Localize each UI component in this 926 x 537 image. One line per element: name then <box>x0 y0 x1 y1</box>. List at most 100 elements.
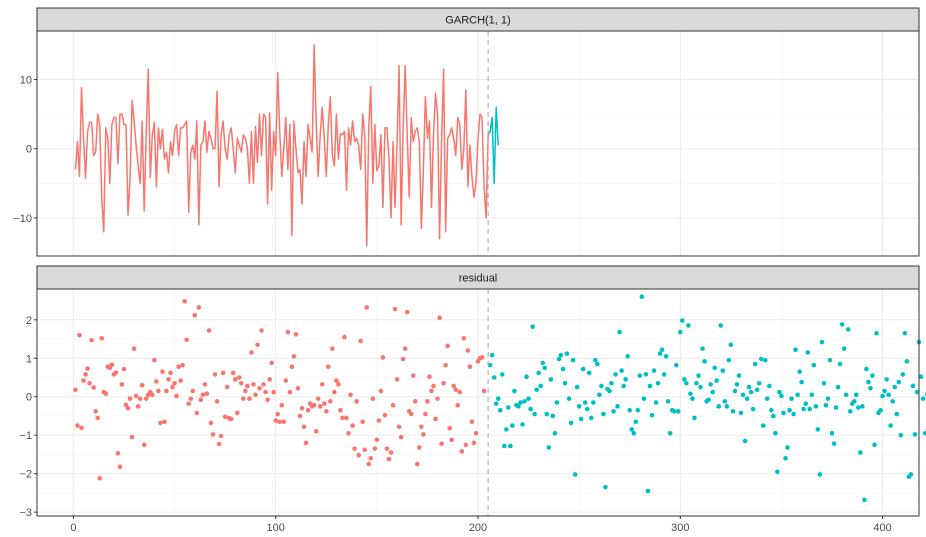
residual-point <box>206 328 212 333</box>
panel-garch-y-axis: −10 0 10 <box>13 74 37 225</box>
residual-point <box>479 355 485 360</box>
residual-point <box>202 382 208 387</box>
residual-point <box>805 350 811 355</box>
residual-point <box>827 357 833 363</box>
residual-point <box>253 392 258 398</box>
residual-point <box>73 387 78 393</box>
residual-point <box>682 377 687 382</box>
residual-point <box>811 362 817 368</box>
residual-point <box>402 346 408 351</box>
residual-point <box>825 396 831 401</box>
residual-point <box>463 442 469 448</box>
residual-point <box>410 373 416 378</box>
residual-point <box>81 378 86 383</box>
residual-point <box>127 396 133 401</box>
residual-point <box>166 377 171 382</box>
residual-point <box>218 433 224 439</box>
y-tick-label: 2 <box>26 315 32 327</box>
residual-point <box>121 366 127 372</box>
residual-point <box>595 361 600 367</box>
residual-point <box>338 407 343 413</box>
residual-point <box>328 399 333 404</box>
residual-point <box>352 446 357 451</box>
residual-point <box>435 396 440 401</box>
residual-point <box>141 442 147 448</box>
residual-point <box>684 380 689 386</box>
residual-point <box>898 432 904 438</box>
residual-point <box>570 357 576 363</box>
residual-point <box>241 396 246 401</box>
residual-point <box>722 399 728 404</box>
residual-point <box>726 357 732 363</box>
residual-point <box>224 384 230 390</box>
residual-point <box>762 357 768 363</box>
residual-point <box>564 351 570 356</box>
residual-point <box>491 375 497 380</box>
y-tick-label: −2 <box>19 469 32 481</box>
residual-point <box>487 362 493 368</box>
residual-point <box>872 442 877 448</box>
residual-point <box>342 334 347 340</box>
residual-point <box>730 409 736 414</box>
residual-point <box>720 368 726 373</box>
residual-point <box>526 396 531 401</box>
residual-point <box>633 419 639 425</box>
residual-point <box>364 305 370 310</box>
residual-point <box>746 384 752 390</box>
residual-point <box>259 328 264 333</box>
residual-point <box>445 343 450 349</box>
residual-point <box>232 377 238 382</box>
residual-point <box>922 430 926 436</box>
panel-garch-grid <box>37 31 919 256</box>
residual-point <box>295 385 301 391</box>
residual-point <box>572 472 578 477</box>
residual-point <box>692 415 697 421</box>
residual-point <box>508 443 513 449</box>
residual-point <box>750 406 756 412</box>
residual-point <box>920 396 926 401</box>
residual-point <box>593 357 598 363</box>
residual-point <box>908 472 914 477</box>
residual-point <box>404 309 410 315</box>
residual-point <box>376 418 382 423</box>
residual-point <box>499 372 505 377</box>
residual-point <box>882 388 887 394</box>
residual-point <box>833 405 839 410</box>
residual-point <box>234 410 240 416</box>
y-tick-label: −3 <box>19 507 32 519</box>
residual-point <box>712 365 717 371</box>
residual-point <box>297 413 303 419</box>
residual-point <box>164 388 169 394</box>
residual-point <box>578 416 584 422</box>
residual-point <box>459 449 465 454</box>
residual-point <box>457 389 463 395</box>
residual-point <box>680 318 685 323</box>
residual-point <box>228 416 234 422</box>
residual-point <box>251 382 256 387</box>
residual-point <box>453 387 459 393</box>
residual-point <box>771 413 776 419</box>
residual-point <box>675 409 681 414</box>
residual-point <box>831 441 837 446</box>
residual-point <box>910 383 916 389</box>
residual-point <box>621 383 626 389</box>
residual-point <box>736 373 742 378</box>
residual-point <box>372 446 378 451</box>
residual-point <box>172 380 177 386</box>
residual-point <box>356 452 361 458</box>
residual-point <box>868 385 873 391</box>
panel-residual-y-axis: −3 −2 −1 0 1 2 <box>19 315 37 519</box>
x-tick-label: 200 <box>469 522 487 534</box>
residual-point <box>275 411 281 417</box>
residual-point <box>129 434 135 440</box>
residual-point <box>439 441 444 446</box>
panel-garch-marks <box>74 44 499 247</box>
residual-point <box>79 425 84 431</box>
residual-point <box>601 411 606 417</box>
residual-point <box>427 374 432 380</box>
residual-point <box>412 399 418 404</box>
residual-point <box>728 342 734 348</box>
residual-point <box>819 339 825 345</box>
residual-point <box>273 418 279 423</box>
